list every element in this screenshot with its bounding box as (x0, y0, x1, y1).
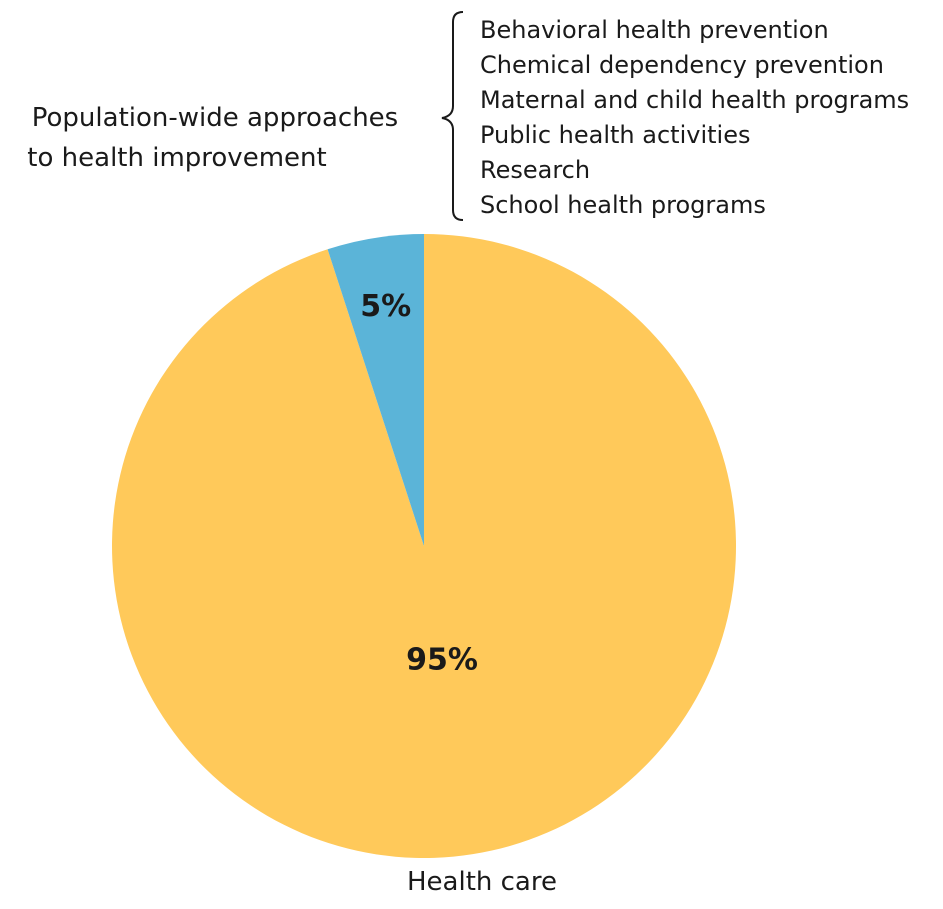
pie-slices (112, 234, 737, 859)
population-wide-label: Population-wide approaches to health imp… (27, 103, 398, 173)
population-wide-label-line-1: Population-wide approaches (32, 103, 398, 133)
pie-slice-population-wide (327, 234, 424, 546)
curly-brace-icon (441, 11, 464, 221)
component-item: Research (480, 156, 590, 184)
component-item: Maternal and child health programs (480, 86, 909, 114)
slice-value-label-health-care: 95% (406, 643, 478, 678)
pie-slice-health-care (112, 234, 737, 859)
component-item: Behavioral health prevention (480, 16, 829, 44)
component-item: Public health activities (480, 121, 750, 149)
slice-value-label-population-wide: 5% (360, 289, 411, 324)
health-care-label: Health care (407, 867, 557, 897)
component-list: Behavioral health prevention Chemical de… (480, 16, 909, 219)
component-item: Chemical dependency prevention (480, 51, 884, 79)
component-item: School health programs (480, 191, 766, 219)
population-wide-label-line-2: to health improvement (27, 143, 326, 173)
